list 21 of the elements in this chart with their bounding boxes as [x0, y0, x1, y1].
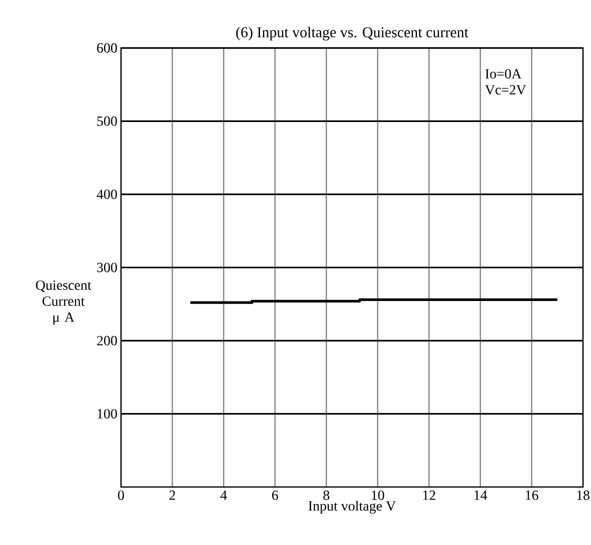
x-tick-label: 2: [169, 490, 176, 500]
x-tick-label: 8: [323, 490, 330, 500]
y-tick-label: 600: [97, 43, 117, 53]
annotation: Io=0A: [485, 69, 522, 79]
annotation: Vc=2V: [485, 85, 526, 95]
y-tick-label: 100: [98, 409, 117, 419]
x-tick-label: 6: [272, 490, 278, 500]
y-tick-label: 400: [96, 190, 117, 200]
x-tick-label: 14: [474, 490, 488, 500]
x-axis-title: Input voltage V: [308, 500, 396, 514]
x-tick-label: 12: [423, 490, 436, 500]
x-tick-label: 0: [118, 490, 124, 500]
y-axis-title: Quiescent Current μ A: [36, 280, 92, 325]
x-tick-label: 18: [577, 490, 590, 500]
x-tick-label: 10: [372, 490, 384, 500]
y-tick-label: 200: [97, 336, 117, 346]
x-tick-label: 16: [526, 490, 538, 500]
x-tick-label: 4: [220, 490, 227, 500]
chart-title: (6) Input voltage vs. Quiescent current: [236, 26, 468, 40]
y-tick-label: 300: [97, 262, 117, 272]
y-tick-label: 500: [97, 116, 117, 126]
